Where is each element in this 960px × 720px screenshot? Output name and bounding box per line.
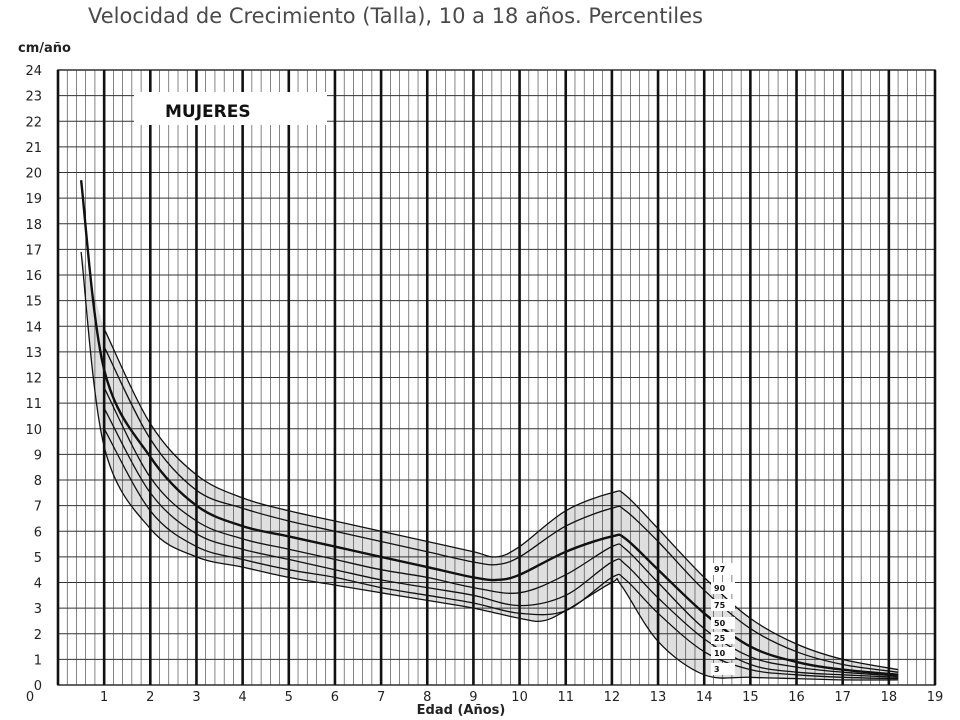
y-tick-label: 20 [25, 167, 42, 182]
x-tick-label: 3 [192, 690, 200, 705]
y-tick-label: 4 [34, 577, 42, 592]
x-tick-label: 12 [604, 690, 621, 705]
percentile-line-p97 [103, 328, 899, 671]
y-tick-label: 8 [34, 474, 42, 489]
x-axis-label: Edad (Años) [417, 703, 506, 718]
chart-title: Velocidad de Crecimiento (Talla), 10 a 1… [88, 4, 703, 28]
percentile-label-bg [711, 663, 735, 675]
panel-label: MUJERES [165, 102, 251, 122]
percentile-label-bg [711, 599, 735, 611]
x-tick-label: 17 [834, 690, 851, 705]
percentile-label: 75 [714, 601, 726, 610]
percentile-label-bg [711, 632, 735, 644]
label-layer: 0123456789101112131415161718192021222324… [18, 41, 943, 718]
y-tick-label: 21 [25, 141, 42, 156]
x-tick-label: 13 [650, 690, 667, 705]
panel-label-box [134, 92, 327, 125]
y-tick-label: 2 [34, 628, 42, 643]
y-tick-label: 9 [34, 448, 42, 463]
x-tick-label: 1 [100, 690, 108, 705]
percentile-line-p3 [80, 251, 899, 681]
percentile-band-layer [81, 251, 899, 680]
y-tick-label: 24 [25, 64, 42, 79]
y-tick-label: 13 [25, 346, 42, 361]
x-tick-label: 2 [146, 690, 154, 705]
y-tick-label: 0 [34, 679, 42, 694]
x-tick-label: 4 [238, 690, 246, 705]
x-tick-label: 18 [881, 690, 898, 705]
percentile-label-bg [711, 647, 735, 659]
y-tick-label: 17 [25, 243, 42, 258]
y-tick-label: 16 [25, 269, 42, 284]
percentile-label: 3 [714, 665, 720, 674]
percentile-label: 25 [714, 634, 726, 643]
percentile-line-p50 [103, 387, 899, 677]
series-layer [79, 180, 899, 681]
x-tick-label: 9 [469, 690, 477, 705]
percentile-label: 50 [714, 619, 726, 628]
percentile-label: 90 [714, 584, 726, 593]
x-tick-label: 5 [285, 690, 293, 705]
y-tick-label: 18 [25, 218, 42, 233]
y-tick-label: 5 [34, 551, 42, 566]
percentile-label-bg [711, 582, 735, 594]
x-tick-label: 19 [927, 690, 944, 705]
x-tick-label: 11 [557, 690, 574, 705]
x-tick-label: 16 [788, 690, 805, 705]
y-tick-label: 22 [25, 115, 42, 130]
x-tick-label: 6 [331, 690, 339, 705]
y-tick-label: 15 [25, 295, 42, 310]
y-axis-label: cm/año [18, 41, 71, 56]
x-tick-label: 10 [511, 690, 528, 705]
y-tick-label: 12 [25, 372, 42, 387]
percentile-label: 10 [714, 649, 726, 658]
x-tick-label: 8 [423, 690, 431, 705]
y-tick-label: 7 [34, 500, 42, 515]
percentile-label-bg [711, 617, 735, 629]
y-tick-label: 23 [25, 90, 42, 105]
x-tick-label: 0 [26, 690, 34, 705]
x-tick-label: 15 [742, 690, 759, 705]
y-tick-label: 19 [25, 192, 42, 207]
percentile-line-p25 [103, 407, 899, 678]
y-tick-label: 6 [34, 525, 42, 540]
x-tick-label: 14 [696, 690, 713, 705]
percentile-band [81, 251, 899, 680]
percentile-label: 97 [714, 565, 725, 574]
percentile-line-p75 [79, 180, 899, 676]
percentile-line-p10 [103, 428, 899, 680]
y-tick-label: 1 [34, 653, 42, 668]
y-tick-label: 14 [25, 320, 42, 335]
y-tick-label: 11 [25, 397, 42, 412]
x-tick-label: 7 [377, 690, 385, 705]
y-tick-label: 10 [25, 423, 42, 438]
percentile-line-p90 [103, 346, 899, 673]
y-tick-label: 3 [34, 602, 42, 617]
percentile-label-bg [711, 563, 735, 575]
